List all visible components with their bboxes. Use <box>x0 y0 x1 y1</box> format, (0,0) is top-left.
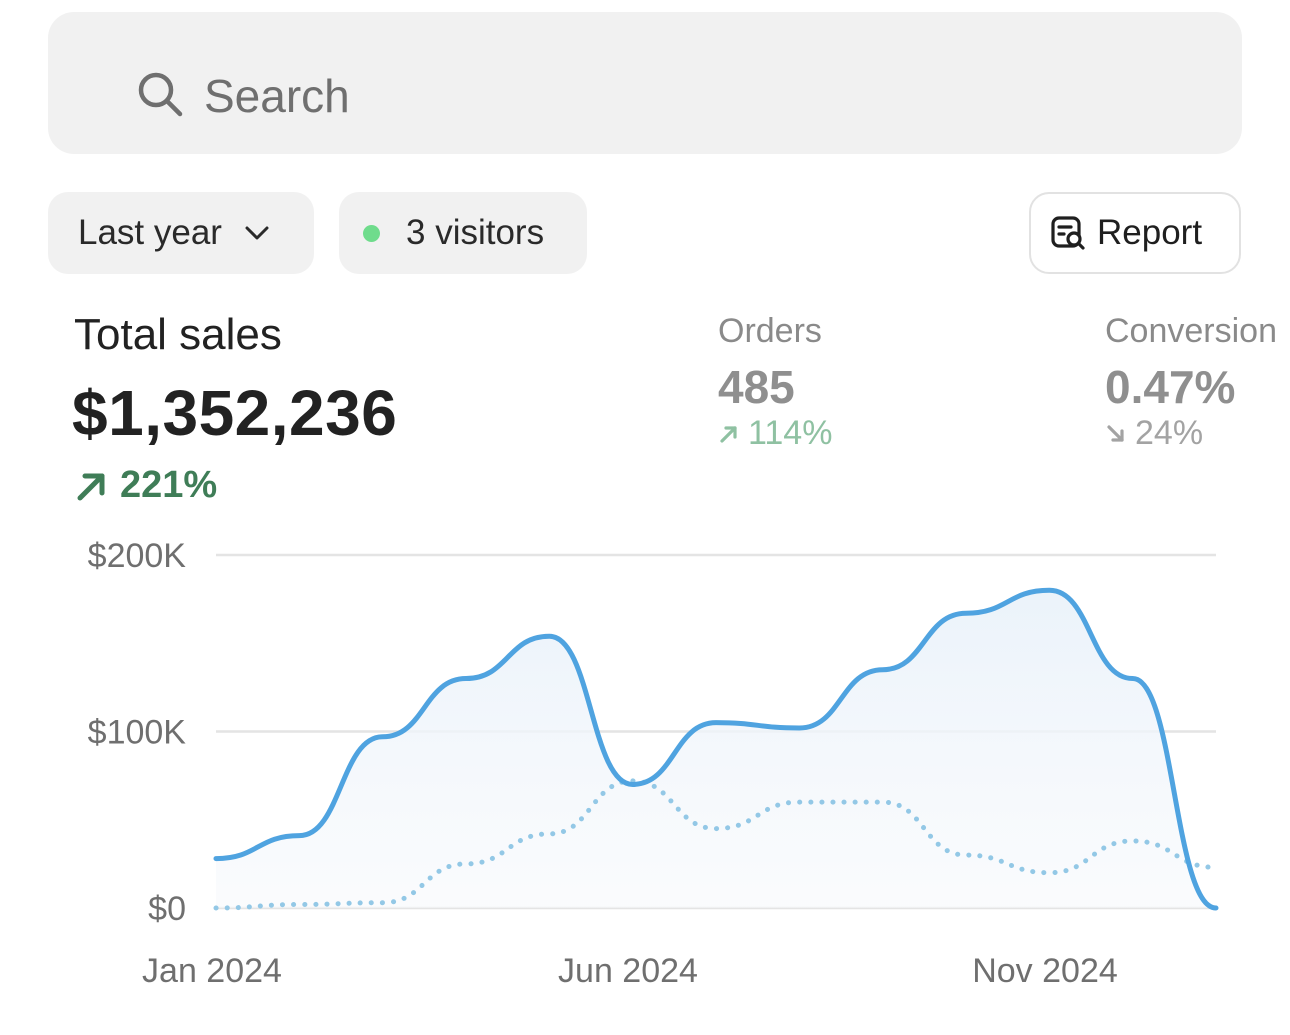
y-tick-label: $200K <box>88 537 187 575</box>
live-status-dot <box>363 224 380 242</box>
orders-change: 114% <box>718 414 832 453</box>
report-search-icon <box>1051 216 1085 250</box>
date-range-label: Last year <box>78 213 222 252</box>
search-input[interactable] <box>204 56 1204 136</box>
total-sales-change-value: 221% <box>120 464 218 506</box>
conversion-value: 0.47% <box>1105 361 1236 413</box>
x-tick-label: Nov 2024 <box>972 952 1118 990</box>
total-sales-change: 221% <box>74 464 217 507</box>
total-sales-value: $1,352,236 <box>72 377 398 449</box>
orders-change-value: 114% <box>748 414 833 452</box>
visitors-chip[interactable]: 3 visitors <box>339 192 587 274</box>
x-tick-label: Jan 2024 <box>142 952 282 990</box>
previous-period-line <box>213 778 1219 911</box>
sales-chart: $200K $100K $0 Jan 2024 Jun 2024 Nov 2024 <box>88 537 1219 990</box>
conversion-label: Conversion <box>1105 312 1277 350</box>
orders-value: 485 <box>718 361 795 413</box>
total-sales-label: Total sales <box>74 310 282 359</box>
current-period-line <box>213 587 1219 911</box>
sales-area-fill <box>216 590 1216 908</box>
report-button[interactable]: Report <box>1029 192 1241 274</box>
search-bar[interactable] <box>48 12 1242 154</box>
visitors-label: 3 visitors <box>406 213 545 252</box>
date-range-dropdown[interactable]: Last year <box>48 192 314 274</box>
arrow-up-right-icon <box>77 473 105 500</box>
x-tick-label: Jun 2024 <box>558 952 698 990</box>
orders-label: Orders <box>718 312 822 350</box>
conversion-change-value: 24% <box>1135 414 1204 452</box>
report-label: Report <box>1097 213 1203 252</box>
conversion-change: 24% <box>1105 414 1203 453</box>
arrow-down-right-icon <box>1107 424 1124 442</box>
y-tick-label: $0 <box>148 890 186 928</box>
arrow-up-right-icon <box>720 425 737 443</box>
chevron-down-icon <box>245 226 269 240</box>
y-tick-label: $100K <box>88 714 187 752</box>
search-icon <box>138 72 183 117</box>
